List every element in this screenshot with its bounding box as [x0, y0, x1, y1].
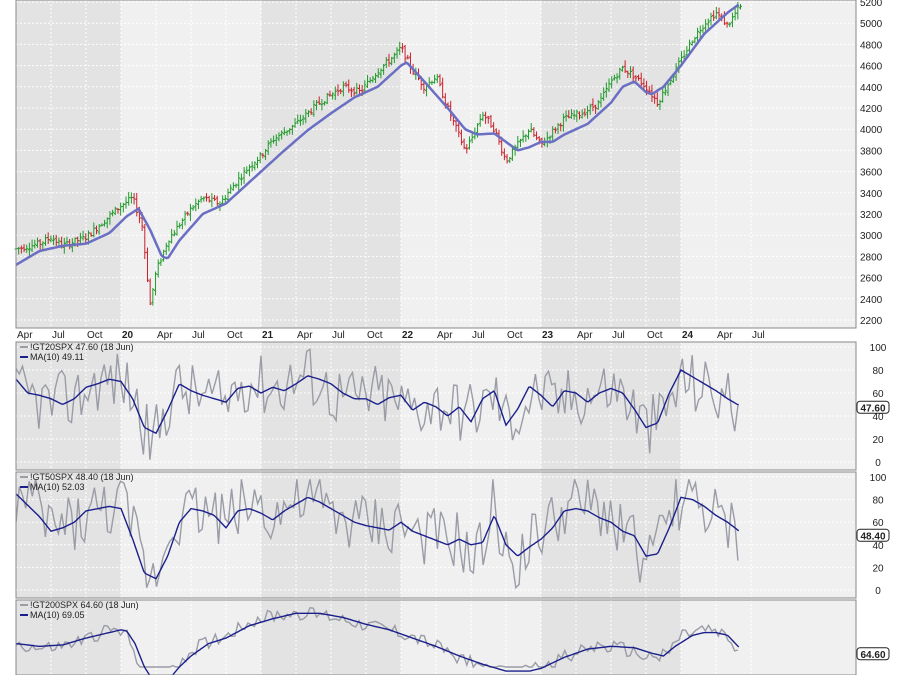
- x-tick-label: Jul: [612, 330, 625, 341]
- panel-border: [15, 471, 857, 599]
- x-tick-label: Oct: [507, 330, 523, 341]
- x-tick-label: Apr: [17, 330, 33, 341]
- indicator-y-tick-label: 100: [870, 473, 887, 484]
- panel-border: [15, 341, 857, 471]
- indicator-y-tick-label: 40: [872, 541, 884, 552]
- x-tick-label: Oct: [647, 330, 663, 341]
- x-tick-label: Jul: [52, 330, 65, 341]
- price-y-tick-label: 3200: [860, 210, 883, 221]
- legend-label: !GT50SPX 48.40 (18 Jun): [30, 472, 134, 482]
- price-y-tick-label: 4800: [860, 40, 883, 51]
- breadth-raw-line: [16, 479, 739, 590]
- price-y-tick-label: 3600: [860, 168, 883, 179]
- last-value-badge: [856, 647, 890, 661]
- year-band: [16, 600, 121, 675]
- price-y-tick-label: 3000: [860, 231, 883, 242]
- price-moving-average-line: [15, 3, 740, 266]
- panel-border: [15, 0, 857, 329]
- indicator-y-tick-label: 80: [872, 496, 884, 507]
- ohlc-bars: [14, 1, 742, 306]
- last-value-label: 64.60: [860, 650, 885, 661]
- x-tick-label: Apr: [297, 330, 313, 341]
- indicator-y-tick-label: 100: [870, 343, 887, 354]
- legend-label: MA(10) 52.03: [30, 482, 85, 492]
- x-tick-label: Apr: [577, 330, 593, 341]
- price-y-tick-label: 5000: [860, 19, 883, 30]
- breadth-ma-line: [16, 369, 740, 435]
- price-y-tick-label: 3800: [860, 146, 883, 157]
- x-tick-label: 24: [682, 330, 694, 341]
- last-value-label: 47.60: [860, 403, 885, 414]
- last-value-badge: [856, 528, 890, 542]
- price-y-tick-label: 4400: [860, 83, 883, 94]
- breadth-ma-line: [16, 612, 740, 675]
- x-tick-label: 23: [542, 330, 554, 341]
- legend-label: !GT200SPX 64.60 (18 Jun): [30, 600, 139, 610]
- indicator-y-tick-label: 80: [872, 366, 884, 377]
- x-tick-label: 20: [122, 330, 134, 341]
- year-band: [16, 0, 121, 328]
- breadth-raw-line: [16, 607, 739, 669]
- price-y-tick-label: 5200: [860, 0, 883, 9]
- x-tick-label: Oct: [367, 330, 383, 341]
- indicator-y-tick-label: 60: [872, 518, 884, 529]
- x-tick-label: Oct: [227, 330, 243, 341]
- legend-label: MA(10) 49.11: [30, 352, 84, 362]
- last-value-label: 48.40: [860, 531, 885, 542]
- legend-label: !GT20SPX 47.60 (18 Jun): [30, 342, 134, 352]
- price-y-tick-label: 3400: [860, 189, 883, 200]
- x-tick-label: Apr: [157, 330, 173, 341]
- x-tick-label: Jul: [332, 330, 345, 341]
- indicator-y-tick-label: 60: [872, 389, 884, 400]
- x-tick-label: Jul: [752, 330, 765, 341]
- price-y-tick-label: 2800: [860, 252, 883, 263]
- x-tick-label: 21: [262, 330, 274, 341]
- year-band: [16, 342, 121, 470]
- price-y-tick-label: 4000: [860, 125, 883, 136]
- legend-label: MA(10) 69.05: [30, 610, 85, 620]
- price-y-tick-label: 4200: [860, 104, 883, 115]
- indicator-y-tick-label: 20: [872, 435, 884, 446]
- x-tick-label: Jul: [192, 330, 205, 341]
- last-value-badge: [856, 400, 890, 414]
- price-y-tick-label: 4600: [860, 62, 883, 73]
- price-y-tick-label: 2400: [860, 295, 883, 306]
- price-y-tick-label: 2200: [860, 316, 883, 327]
- breadth-ma-line: [16, 493, 740, 580]
- indicator-y-tick-label: 0: [875, 586, 881, 597]
- x-tick-label: Apr: [717, 330, 733, 341]
- indicator-y-tick-label: 0: [875, 458, 881, 469]
- breadth-raw-line: [16, 348, 739, 460]
- x-tick-label: Oct: [87, 330, 103, 341]
- price-y-tick-label: 2600: [860, 274, 883, 285]
- indicator-y-tick-label: 40: [872, 412, 884, 423]
- x-tick-label: Jul: [472, 330, 485, 341]
- x-tick-label: 22: [402, 330, 414, 341]
- x-tick-label: Apr: [437, 330, 453, 341]
- indicator-y-tick-label: 20: [872, 563, 884, 574]
- year-band: [541, 472, 681, 598]
